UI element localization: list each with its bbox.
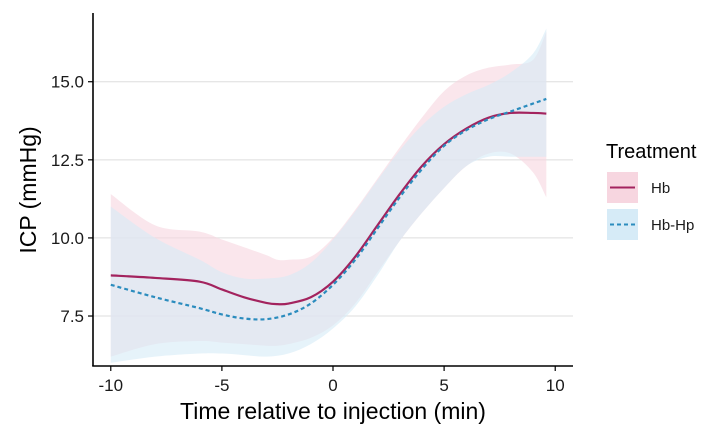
series-lines xyxy=(110,97,547,321)
x-tick-label: 5 xyxy=(439,376,448,395)
confidence-bands xyxy=(110,28,547,363)
series-line-hb-hp xyxy=(110,97,547,321)
legend-item-hb: Hb xyxy=(607,172,670,203)
legend-title: Treatment xyxy=(606,141,697,163)
x-ticks: -10 -5 0 5 10 xyxy=(98,366,565,395)
x-tick-label: 0 xyxy=(328,376,337,395)
y-ticks: 7.5 10.0 12.5 15.0 xyxy=(51,73,93,326)
x-tick-label: -5 xyxy=(214,376,229,395)
legend-label: Hb xyxy=(651,180,670,197)
x-tick-label: -10 xyxy=(98,376,123,395)
x-tick-label: 10 xyxy=(546,376,565,395)
x-axis-title: Time relative to injection (min) xyxy=(180,398,486,424)
y-tick-label: 10.0 xyxy=(51,229,84,248)
y-tick-label: 12.5 xyxy=(51,151,84,170)
confidence-band-hb-hp xyxy=(110,28,547,363)
y-axis-title: ICP (mmHg) xyxy=(15,126,41,253)
legend-item-hb-hp: Hb-Hp xyxy=(607,209,694,240)
legend-label: Hb-Hp xyxy=(651,217,694,234)
y-tick-label: 7.5 xyxy=(60,307,84,326)
y-tick-label: 15.0 xyxy=(51,73,84,92)
series-line-hb xyxy=(110,111,547,306)
legend: Treatment Hb Hb-Hp xyxy=(606,141,697,240)
